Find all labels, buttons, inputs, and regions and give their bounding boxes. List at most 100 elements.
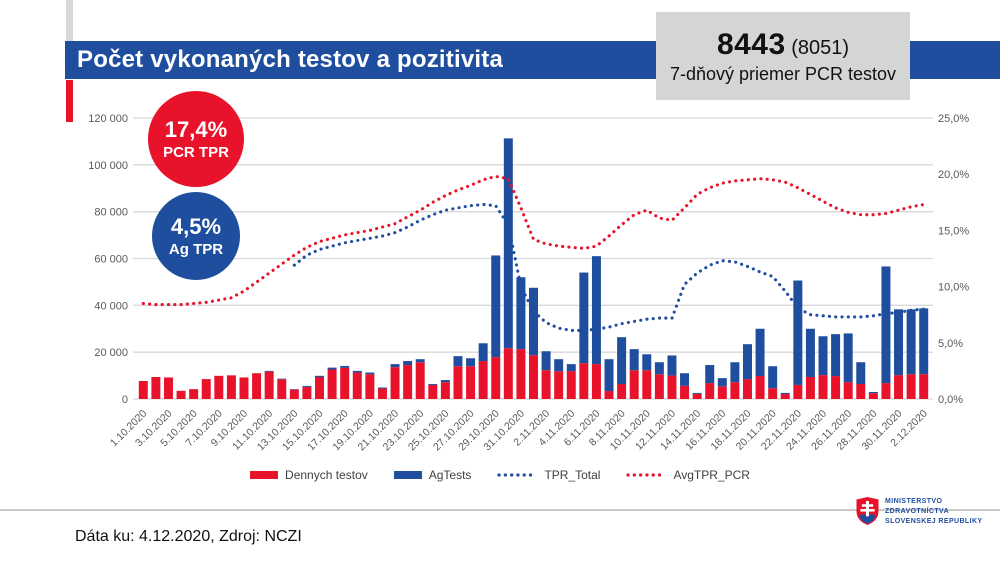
bar-dennych-testov bbox=[856, 384, 866, 399]
bar-agtests bbox=[440, 380, 450, 383]
bar-dennych-testov bbox=[730, 382, 740, 399]
bar-dennych-testov bbox=[440, 382, 450, 399]
bar-agtests bbox=[403, 361, 413, 366]
bar-agtests bbox=[755, 328, 765, 377]
logo-line-3: SLOVENSKEJ REPUBLIKY bbox=[885, 517, 983, 525]
bar-dennych-testov bbox=[352, 372, 362, 399]
y-axis-label-right: 5,0% bbox=[938, 338, 963, 350]
bar-dennych-testov bbox=[554, 371, 564, 399]
bar-agtests bbox=[541, 351, 551, 371]
y-axis-label-right: 20,0% bbox=[938, 169, 969, 181]
bar-agtests bbox=[529, 287, 538, 356]
y-axis-label-right: 25,0% bbox=[938, 113, 969, 125]
bar-agtests bbox=[352, 370, 362, 373]
bar-agtests bbox=[365, 372, 375, 375]
bar-dennych-testov bbox=[742, 379, 752, 399]
bar-agtests bbox=[856, 362, 866, 385]
bar-agtests bbox=[843, 333, 853, 383]
accent-strip-gray bbox=[66, 0, 73, 42]
bar-dennych-testov bbox=[226, 375, 236, 399]
bar-dennych-testov bbox=[642, 370, 652, 399]
bar-agtests bbox=[894, 309, 904, 376]
bar-dennych-testov bbox=[755, 376, 765, 399]
ag-tpr-value: 4,5% bbox=[170, 214, 222, 239]
bar-dennych-testov bbox=[604, 391, 614, 399]
bar-dennych-testov bbox=[617, 384, 627, 399]
bar-dennych-testov bbox=[541, 370, 551, 399]
chart-legend: Dennych testov AgTests TPR_Total AvgTPR_PCR bbox=[0, 468, 1000, 482]
legend-label: Dennych testov bbox=[285, 468, 368, 482]
bar-dennych-testov bbox=[264, 371, 274, 399]
legend-bar-swatch bbox=[393, 471, 422, 479]
bar-agtests bbox=[654, 362, 664, 375]
bar-agtests bbox=[617, 337, 627, 385]
bar-dennych-testov bbox=[894, 375, 904, 399]
bar-agtests bbox=[742, 344, 752, 380]
bar-dennych-testov bbox=[629, 370, 639, 399]
bar-agtests bbox=[906, 309, 916, 375]
bar-dennych-testov bbox=[403, 365, 413, 399]
bar-agtests bbox=[780, 392, 790, 395]
tpr_total-line bbox=[292, 202, 926, 332]
data-source-note: Dáta ku: 4.12.2020, Zdroj: NCZI bbox=[75, 528, 302, 545]
bar-agtests bbox=[302, 385, 312, 387]
bar-dennych-testov bbox=[277, 379, 287, 399]
bar-dennych-testov bbox=[805, 376, 815, 399]
y-axis-label-left: 0 bbox=[122, 394, 128, 406]
accent-strip-red bbox=[66, 80, 73, 122]
bar-dennych-testov bbox=[390, 367, 400, 399]
bar-dennych-testov bbox=[705, 383, 715, 399]
legend-item: TPR_Total bbox=[497, 468, 600, 482]
bar-agtests bbox=[327, 367, 337, 370]
bar-dennych-testov bbox=[919, 374, 929, 399]
pcr-tpr-value: 17,4% bbox=[164, 117, 228, 142]
bar-agtests bbox=[604, 359, 614, 392]
stat-secondary: (8051) bbox=[791, 36, 850, 59]
bar-agtests bbox=[478, 343, 488, 362]
bar-dennych-testov bbox=[831, 376, 841, 399]
y-axis-label-left: 40 000 bbox=[94, 300, 128, 312]
bar-agtests bbox=[705, 365, 715, 384]
ministry-logo-text: MINISTERSTVO ZDRAVOTNÍCTVA SLOVENSKEJ RE… bbox=[885, 497, 982, 526]
bar-dennych-testov bbox=[415, 362, 425, 399]
bar-dennych-testov bbox=[881, 383, 891, 399]
bar-dennych-testov bbox=[503, 348, 513, 399]
bar-dennych-testov bbox=[717, 386, 727, 399]
y-axis-label-left: 80 000 bbox=[94, 207, 128, 219]
ag-tpr-badge: 4,5% Ag TPR bbox=[152, 192, 240, 280]
bar-agtests bbox=[881, 266, 891, 384]
bar-dennych-testov bbox=[428, 384, 438, 399]
bar-dennych-testov bbox=[377, 388, 387, 399]
bar-agtests bbox=[667, 355, 677, 376]
combo-chart: 0 20 000 40 000 60 000 80 000 100 000 120 000 0… bbox=[88, 113, 969, 453]
legend-dotted-swatch bbox=[497, 473, 538, 477]
bar-agtests bbox=[390, 364, 400, 368]
bar-dennych-testov bbox=[189, 389, 199, 399]
bar-dennych-testov bbox=[163, 377, 173, 399]
legend-item: Dennych testov bbox=[250, 468, 368, 482]
bar-agtests bbox=[277, 378, 287, 380]
bar-dennych-testov bbox=[529, 355, 538, 399]
y-axis-label-left: 120 000 bbox=[88, 113, 128, 125]
bar-agtests bbox=[768, 366, 778, 389]
bar-agtests bbox=[503, 138, 513, 349]
bar-agtests bbox=[680, 373, 690, 386]
bar-agtests bbox=[805, 328, 815, 377]
bar-agtests bbox=[428, 384, 438, 385]
stat-value-line: 8443 (8051) bbox=[717, 28, 849, 62]
y-axis-label-left: 100 000 bbox=[88, 160, 128, 172]
avgtpr_pcr-line bbox=[141, 174, 926, 307]
bar-dennych-testov bbox=[667, 375, 677, 399]
bar-agtests bbox=[340, 365, 350, 368]
bar-agtests bbox=[868, 391, 878, 394]
bar-agtests bbox=[554, 359, 564, 372]
y-axis-label-right: 10,0% bbox=[938, 282, 969, 294]
bar-dennych-testov bbox=[579, 363, 589, 399]
bar-dennych-testov bbox=[906, 374, 916, 399]
bar-dennych-testov bbox=[201, 379, 211, 399]
ministry-logo: MINISTERSTVO ZDRAVOTNÍCTVA SLOVENSKEJ RE… bbox=[855, 496, 982, 526]
bar-dennych-testov bbox=[340, 367, 350, 399]
bar-dennych-testov bbox=[252, 373, 262, 399]
bar-dennych-testov bbox=[302, 386, 312, 399]
